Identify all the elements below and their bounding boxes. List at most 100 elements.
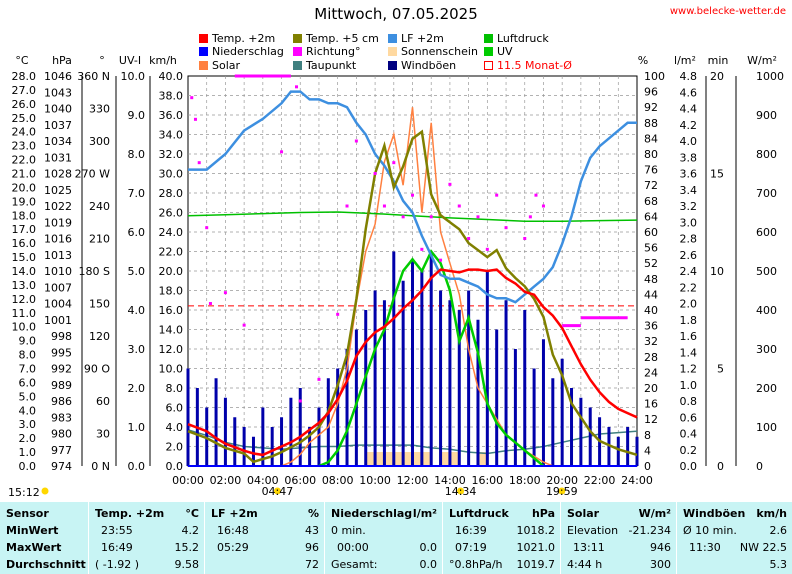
temp-avg: 9.58 bbox=[174, 558, 200, 571]
pressure-axis-tick: 1037 bbox=[44, 119, 72, 132]
uv-axis-tick: 8.0 bbox=[128, 148, 146, 161]
direction-axis-tick: 60 bbox=[96, 395, 110, 408]
sunshine-bar bbox=[403, 452, 432, 466]
pressure-axis-tick: 995 bbox=[51, 346, 72, 359]
solar-avg: 300 bbox=[650, 558, 671, 571]
legend-label: LF +2m bbox=[401, 32, 444, 45]
wind-axis-tick: 30.0 bbox=[159, 168, 184, 181]
pressure-trend: °0.8hPa/h bbox=[449, 558, 503, 571]
humidity-axis-tick: 72 bbox=[644, 179, 658, 192]
pressure-axis-tick: 992 bbox=[51, 363, 72, 376]
solar-noon-time-dot bbox=[457, 487, 465, 495]
legend-label: Temp. +5 cm bbox=[306, 32, 379, 45]
website-link[interactable]: www.belecke-wetter.de bbox=[669, 6, 786, 17]
direction-axis-tick: 300 bbox=[89, 135, 110, 148]
temp-axis-tick: 22.0 bbox=[12, 154, 37, 167]
temp-axis-tick: 6.0 bbox=[19, 376, 37, 389]
series-line-temp-2m bbox=[187, 268, 638, 457]
temp-unit: °C bbox=[185, 507, 199, 520]
solar-elevation-label: Elevation bbox=[567, 524, 619, 537]
direction-dot bbox=[541, 204, 545, 208]
rain-header: Niederschlag bbox=[331, 507, 413, 520]
pressure-axis-tick: 1016 bbox=[44, 233, 72, 246]
humidity-axis-tick: 24 bbox=[644, 366, 658, 379]
direction-dot bbox=[457, 204, 461, 208]
lf-avg: 72 bbox=[305, 558, 319, 571]
rain-axis-tick: 4.0 bbox=[680, 135, 698, 148]
uv-axis-tick: 1.0 bbox=[128, 421, 146, 434]
sun-axis-tick: 20 bbox=[710, 70, 724, 83]
temp-axis-tick: 11.0 bbox=[12, 307, 37, 320]
rain-axis-tick: 4.6 bbox=[680, 86, 698, 99]
pressure-min: 1018.2 bbox=[516, 524, 556, 537]
row-label-avg: Durchschnitt bbox=[6, 558, 86, 571]
direction-dot bbox=[317, 377, 321, 381]
temp-min: 4.2 bbox=[181, 524, 200, 537]
direction-dot bbox=[280, 150, 284, 154]
uv-axis-tick: 6.0 bbox=[128, 226, 146, 239]
legend-swatch bbox=[484, 61, 493, 70]
uv-axis-tick: 5.0 bbox=[128, 265, 146, 278]
pressure-axis-tick: 983 bbox=[51, 411, 72, 424]
row-label-min: MinWert bbox=[6, 524, 59, 537]
rain-axis-tick: 2.6 bbox=[680, 249, 698, 262]
rain-axis-tick: 0.4 bbox=[680, 428, 698, 441]
legend-label: UV bbox=[497, 45, 513, 58]
pressure-axis-tick: 998 bbox=[51, 330, 72, 343]
temp-axis-tick: 15.0 bbox=[12, 251, 37, 264]
temp-axis-tick: 21.0 bbox=[12, 168, 37, 181]
temp-axis-tick: 25.0 bbox=[12, 112, 37, 125]
solar-axis-tick: 100 bbox=[756, 421, 777, 434]
direction-dot bbox=[528, 215, 532, 219]
direction-axis-tick: 150 bbox=[89, 298, 110, 311]
temp-axis-tick: 27.0 bbox=[12, 84, 37, 97]
x-axis-tick: 02:00 bbox=[210, 474, 242, 487]
wind-axis-tick: 16.0 bbox=[159, 304, 184, 317]
rain-axis-tick: 1.2 bbox=[680, 363, 698, 376]
legend-label: Temp. +2m bbox=[212, 32, 276, 45]
temp-max-time: 16:49 bbox=[101, 541, 133, 554]
direction-dot bbox=[534, 193, 538, 197]
humidity-axis-tick: 56 bbox=[644, 242, 658, 255]
humidity-axis-tick: 20 bbox=[644, 382, 658, 395]
table-col-pressure: Luftdruck hPa 16:39 1018.2 07:19 1021.0 … bbox=[442, 502, 561, 574]
rain-axis-tick: 0.0 bbox=[680, 460, 698, 473]
direction-dot bbox=[504, 226, 508, 230]
rain-axis-tick: 3.4 bbox=[680, 184, 698, 197]
pressure-avg: 1019.7 bbox=[516, 558, 556, 571]
wind-axis-tick: 28.0 bbox=[159, 187, 184, 200]
direction-axis-tick: 270 W bbox=[75, 168, 110, 181]
humidity-axis-tick: 80 bbox=[644, 148, 658, 161]
humidity-axis-tick: 52 bbox=[644, 257, 658, 270]
legend-swatch bbox=[484, 34, 493, 43]
temp-axis-tick: 8.0 bbox=[19, 349, 37, 362]
row-label-max: MaxWert bbox=[6, 541, 62, 554]
sunset-time: 19:59 bbox=[546, 485, 578, 498]
humidity-axis-tick: 100 bbox=[644, 70, 665, 83]
solar-axis-tick: 300 bbox=[756, 343, 777, 356]
wind-axis-tick: 24.0 bbox=[159, 226, 184, 239]
direction-axis-tick: 90 O bbox=[84, 363, 110, 376]
legend-lf2m: LF +2m bbox=[388, 32, 444, 45]
legend-windboeen: Windböen bbox=[388, 59, 456, 72]
pressure-axis-tick: 974 bbox=[51, 460, 72, 473]
direction-dot bbox=[495, 193, 499, 197]
pressure-axis-tick: 1007 bbox=[44, 281, 72, 294]
rain-axis-tick: 4.4 bbox=[680, 103, 698, 116]
legend-swatch bbox=[199, 47, 208, 56]
uv-axis-tick: 0.0 bbox=[128, 460, 146, 473]
x-axis-tick: 12:00 bbox=[397, 474, 429, 487]
row-label-sensor: Sensor bbox=[6, 507, 49, 520]
pressure-axis-tick: 1040 bbox=[44, 103, 72, 116]
humidity-axis-tick: 0 bbox=[644, 460, 651, 473]
temp-axis-tick: 10.0 bbox=[12, 321, 37, 334]
direction-dot bbox=[420, 247, 424, 251]
temp-axis-tick: 1.0 bbox=[19, 446, 37, 459]
rain-axis-tick: 0.8 bbox=[680, 395, 698, 408]
axis-unit-label: l/m² bbox=[674, 54, 696, 67]
rain-total: 0.0 bbox=[419, 558, 438, 571]
rain-axis-tick: 2.0 bbox=[680, 298, 698, 311]
pressure-axis-tick: 1031 bbox=[44, 151, 72, 164]
legend-taupunkt: Taupunkt bbox=[293, 59, 356, 72]
humidity-axis-tick: 48 bbox=[644, 273, 658, 286]
